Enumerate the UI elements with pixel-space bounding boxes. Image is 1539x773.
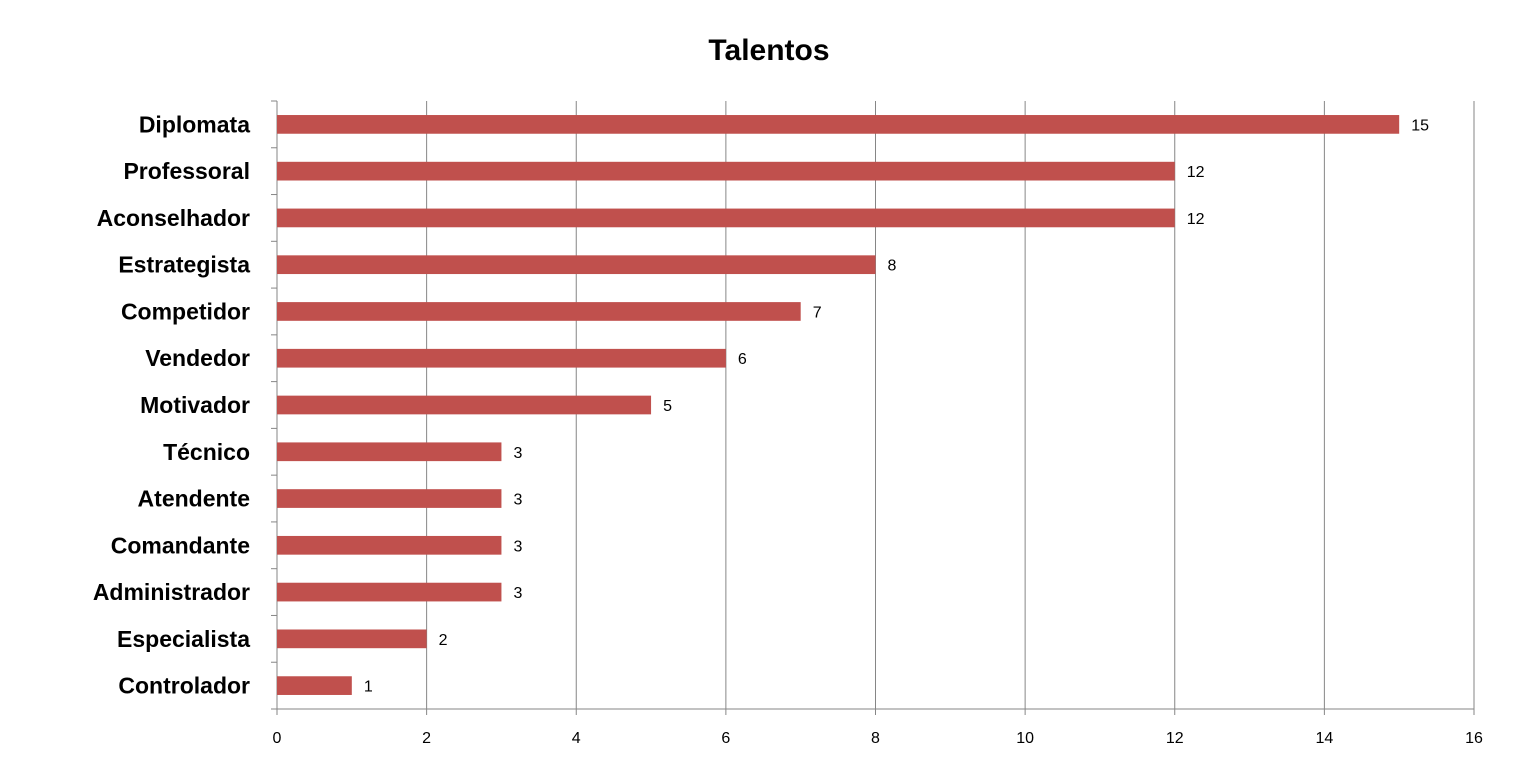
data-label: 1 [364, 679, 373, 696]
bar-diplomata [277, 115, 1400, 134]
x-tick-labels: 0 2 4 6 8 10 12 14 16 [273, 730, 1483, 747]
data-label: 7 [813, 304, 822, 321]
x-tick-label: 16 [1465, 730, 1483, 747]
bar-técnico [277, 442, 502, 462]
bar-vendedor [277, 348, 726, 368]
chart-title: Talentos [708, 34, 829, 67]
category-label: Especialista [117, 626, 250, 652]
category-label: Professoral [123, 158, 250, 184]
data-label: 3 [513, 492, 522, 509]
bar-aconselhador [277, 208, 1175, 228]
category-label: Aconselhador [97, 205, 250, 231]
bar-competidor [277, 302, 801, 321]
x-tick-label: 10 [1016, 730, 1034, 747]
data-label: 3 [513, 538, 522, 555]
data-labels: 15 12 12 8 7 6 5 3 3 3 3 2 1 [364, 117, 1429, 695]
data-label: 8 [888, 258, 897, 275]
bar-motivador [277, 395, 652, 415]
data-label: 12 [1187, 211, 1205, 228]
data-label: 3 [513, 445, 522, 462]
x-tick-label: 0 [273, 730, 282, 747]
data-label: 6 [738, 351, 747, 368]
bar-estrategista [277, 255, 876, 275]
bar-especialista [277, 629, 427, 649]
data-label: 12 [1187, 164, 1205, 181]
category-label: Controlador [118, 673, 250, 699]
x-tick-label: 8 [871, 730, 880, 747]
category-label: Comandante [111, 532, 250, 558]
data-label: 3 [513, 585, 522, 602]
category-label: Técnico [163, 439, 250, 465]
data-label: 15 [1411, 117, 1429, 134]
x-tick-label: 2 [422, 730, 431, 747]
data-label: 5 [663, 398, 672, 415]
category-label: Diplomata [139, 111, 250, 137]
bars [277, 115, 1400, 695]
category-label: Estrategista [118, 252, 250, 278]
bar-professoral [277, 161, 1175, 181]
x-tick-label: 6 [721, 730, 730, 747]
category-label: Atendente [138, 486, 250, 512]
category-label: Competidor [121, 298, 250, 324]
bar-atendente [277, 489, 502, 508]
category-label: Motivador [140, 392, 250, 418]
x-tick-label: 14 [1315, 730, 1333, 747]
bar-administrador [277, 582, 502, 602]
bar-controlador [277, 676, 352, 695]
category-label: Administrador [93, 579, 250, 605]
data-label: 2 [439, 632, 448, 649]
category-label: Vendedor [145, 345, 250, 371]
gridlines [426, 101, 1475, 709]
x-tick-label: 4 [572, 730, 581, 747]
category-labels: Diplomata Professoral Aconselhador Estrateg… [93, 111, 250, 698]
x-tick-label: 12 [1166, 730, 1184, 747]
bar-comandante [277, 535, 502, 555]
